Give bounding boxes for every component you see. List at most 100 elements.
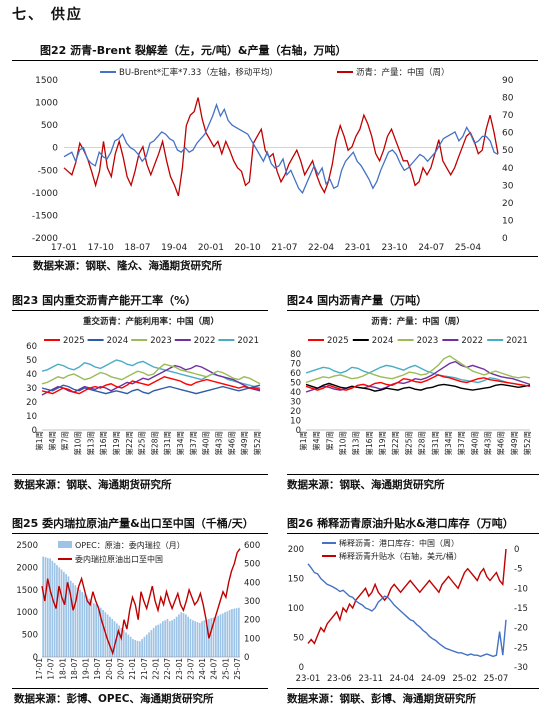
- series-line-2024: [305, 382, 531, 392]
- y-tick-label: 0: [296, 426, 301, 436]
- y-tick-label: 60: [502, 129, 514, 139]
- bar-production: [72, 583, 74, 657]
- fig22-top-rule: [12, 60, 538, 61]
- y-tick-label: 600: [244, 541, 260, 551]
- x-tick-label: 17-07: [47, 658, 56, 680]
- x-tick-label: 20-10: [235, 243, 261, 253]
- x-tick-label: 第37周: [188, 431, 198, 456]
- series-line-premium: [307, 548, 507, 645]
- y-tick-label: 70: [502, 111, 514, 121]
- bar-production: [56, 565, 58, 657]
- y-tick-label: 20: [290, 407, 301, 417]
- x-tick-label: 23-01: [175, 658, 184, 680]
- x-tick-label: 第31周: [430, 431, 440, 456]
- bar-production: [118, 625, 120, 657]
- legend-label-2024: 2024: [372, 336, 394, 346]
- bar-production: [49, 558, 51, 657]
- y-tick-label: 150: [288, 575, 304, 585]
- y-tick-label: -500: [38, 166, 59, 176]
- x-tick-label: 23-01: [296, 674, 321, 684]
- bar-production: [74, 585, 77, 657]
- fig24-chart: 沥青：产量：中国（周） 2025 2024 2023 2022 2021 807060504…: [290, 316, 532, 456]
- bar-production: [231, 609, 233, 657]
- fig26-top-rule: [287, 533, 539, 534]
- x-tick-label: 23-11: [358, 674, 383, 684]
- bar-production: [139, 641, 141, 657]
- series-line-2025: [41, 376, 261, 395]
- bar-production: [44, 557, 47, 657]
- y-tick-label: 200: [288, 545, 304, 555]
- y-tick-label: 1500: [35, 76, 58, 86]
- bar-production: [122, 630, 125, 657]
- x-tick-label: 18-01: [58, 658, 67, 680]
- legend-label-2025: 2025: [63, 336, 85, 346]
- fig26-bottom-rule: [287, 688, 539, 689]
- y-tick-label: -25: [514, 643, 528, 653]
- x-tick-label: 21-01: [128, 658, 137, 680]
- y-tick-label: 50: [290, 379, 301, 389]
- y-tick-label: -30: [514, 663, 528, 673]
- legend-label-production: 沥青：产量：中国（周）: [356, 67, 450, 78]
- y-tick-label: 90: [502, 76, 514, 86]
- y-tick-label: 1500: [16, 586, 38, 596]
- bar-production: [224, 612, 226, 657]
- bar-production: [192, 620, 194, 657]
- series-line-2025: [305, 374, 531, 391]
- bar-production: [111, 618, 114, 657]
- bar-production: [90, 601, 93, 657]
- x-tick-label: 25-07: [233, 658, 242, 680]
- y-tick-label: 0: [299, 663, 304, 673]
- y-tick-label: 2500: [16, 541, 38, 551]
- legend-label-2024: 2024: [107, 336, 129, 346]
- x-tick-label: 第19周: [377, 431, 387, 456]
- series-line-production: [63, 97, 499, 197]
- x-tick-label: 第40周: [469, 431, 479, 456]
- bar-production: [238, 607, 240, 657]
- fig23-title: 图23 国内重交沥青产能开工率（%）: [12, 294, 197, 307]
- x-tick-label: 25-02: [452, 674, 477, 684]
- bar-production: [86, 596, 88, 657]
- x-tick-label: 第37周: [456, 431, 466, 456]
- legend-swatch-production: [58, 541, 72, 548]
- fig22-bottom-rule: [12, 256, 538, 257]
- bar-production: [152, 627, 155, 657]
- x-tick-label: 第10周: [338, 431, 348, 456]
- bar-production: [201, 621, 203, 657]
- bar-production: [173, 618, 176, 657]
- y-tick-label: 50: [26, 356, 37, 366]
- y-tick-label: 2000: [16, 563, 38, 573]
- bar-production: [99, 607, 102, 657]
- x-tick-label: 20-01: [198, 243, 224, 253]
- bar-production: [194, 621, 196, 657]
- bar-production: [134, 640, 137, 657]
- bar-production: [58, 567, 61, 657]
- x-tick-label: 第25周: [137, 431, 147, 456]
- x-tick-label: 第43周: [482, 431, 492, 456]
- y-tick-label: 80: [502, 94, 514, 104]
- x-tick-label: 22-07: [163, 658, 172, 680]
- bar-production: [212, 617, 215, 657]
- y-tick-label: 20: [502, 199, 514, 209]
- bar-production: [129, 636, 132, 657]
- y-tick-label: -2000: [32, 234, 58, 244]
- y-tick-label: 70: [290, 360, 301, 370]
- y-tick-label: 300: [244, 597, 260, 607]
- y-tick-label: 1000: [35, 99, 58, 109]
- bar-production: [95, 604, 97, 657]
- fig25-chart: 2500200015001000500060050040030020010001…: [16, 540, 260, 680]
- x-tick-label: 21-07: [271, 243, 297, 253]
- x-tick-label: 第40周: [201, 431, 211, 456]
- x-tick-label: 第16周: [364, 431, 374, 456]
- x-tick-label: 23-07: [186, 658, 195, 680]
- x-tick-label: 第46周: [496, 431, 506, 456]
- bar-production: [168, 621, 171, 657]
- bar-production: [150, 630, 153, 657]
- bar-production: [51, 560, 54, 657]
- bar-production: [116, 623, 118, 657]
- y-tick-label: -5: [514, 565, 522, 575]
- bar-production: [145, 634, 148, 657]
- x-tick-label: 20-01: [105, 658, 114, 680]
- series-line-2023: [41, 363, 261, 385]
- section-title: 七、 供应: [12, 7, 83, 23]
- chart-series-label: 沥青：产量：中国（周）: [371, 316, 465, 327]
